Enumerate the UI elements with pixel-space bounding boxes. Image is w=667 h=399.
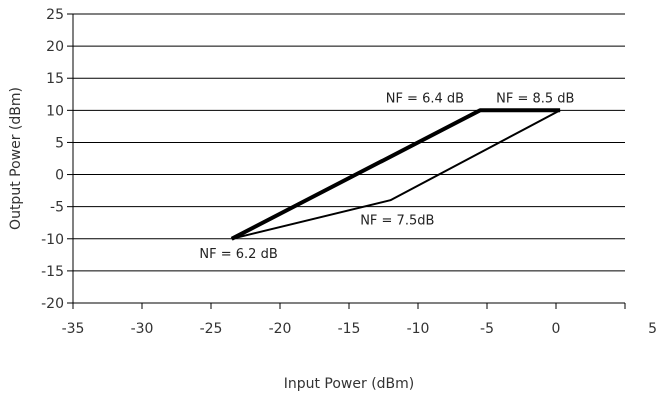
plot-frame [72,14,625,304]
x-tick-label: -35 [62,321,85,337]
x-tick-label: -5 [480,321,494,337]
x-tick-label: 0 [552,321,561,337]
series [230,108,561,241]
y-tick-label: -10 [41,232,64,248]
annotation-label: NF = 6.2 dB [199,247,277,262]
y-tick-label: -5 [50,200,64,216]
y-tick-label: 15 [46,71,64,87]
x-axis: -35 -30 -25 -20 -15 -10 -5 0 5 [62,303,657,337]
annotations: NF = 6.4 dB NF = 8.5 dB NF = 7.5dB NF = 6.2… [199,92,574,262]
y-tick-label: 25 [46,7,64,23]
series-line-2 [231,109,561,240]
x-tick-label: -15 [338,321,361,337]
y-tick-label: 20 [46,39,64,55]
x-tick-label: -25 [200,321,223,337]
y-tick-label: 5 [55,135,64,151]
x-tick-label: -30 [131,321,154,337]
y-tick-label: 0 [55,168,64,184]
annotation-label: NF = 7.5dB [360,214,434,229]
series-line-1 [230,108,561,241]
x-tick-label: -10 [407,321,430,337]
annotation-label: NF = 8.5 dB [496,92,574,107]
annotation-label: NF = 6.4 dB [386,92,464,107]
x-axis-title: Input Power (dBm) [284,376,415,392]
x-tick-label: -20 [269,321,292,337]
y-axis-title: Output Power (dBm) [8,87,24,230]
y-tick-label: 10 [46,103,64,119]
y-tick-label: -15 [41,264,64,280]
gridlines [73,13,625,272]
y-tick-label: -20 [41,296,64,312]
x-tick-label: 5 [648,321,657,337]
y-axis: -20 -15 -10 -5 0 5 10 15 20 25 [41,7,73,312]
